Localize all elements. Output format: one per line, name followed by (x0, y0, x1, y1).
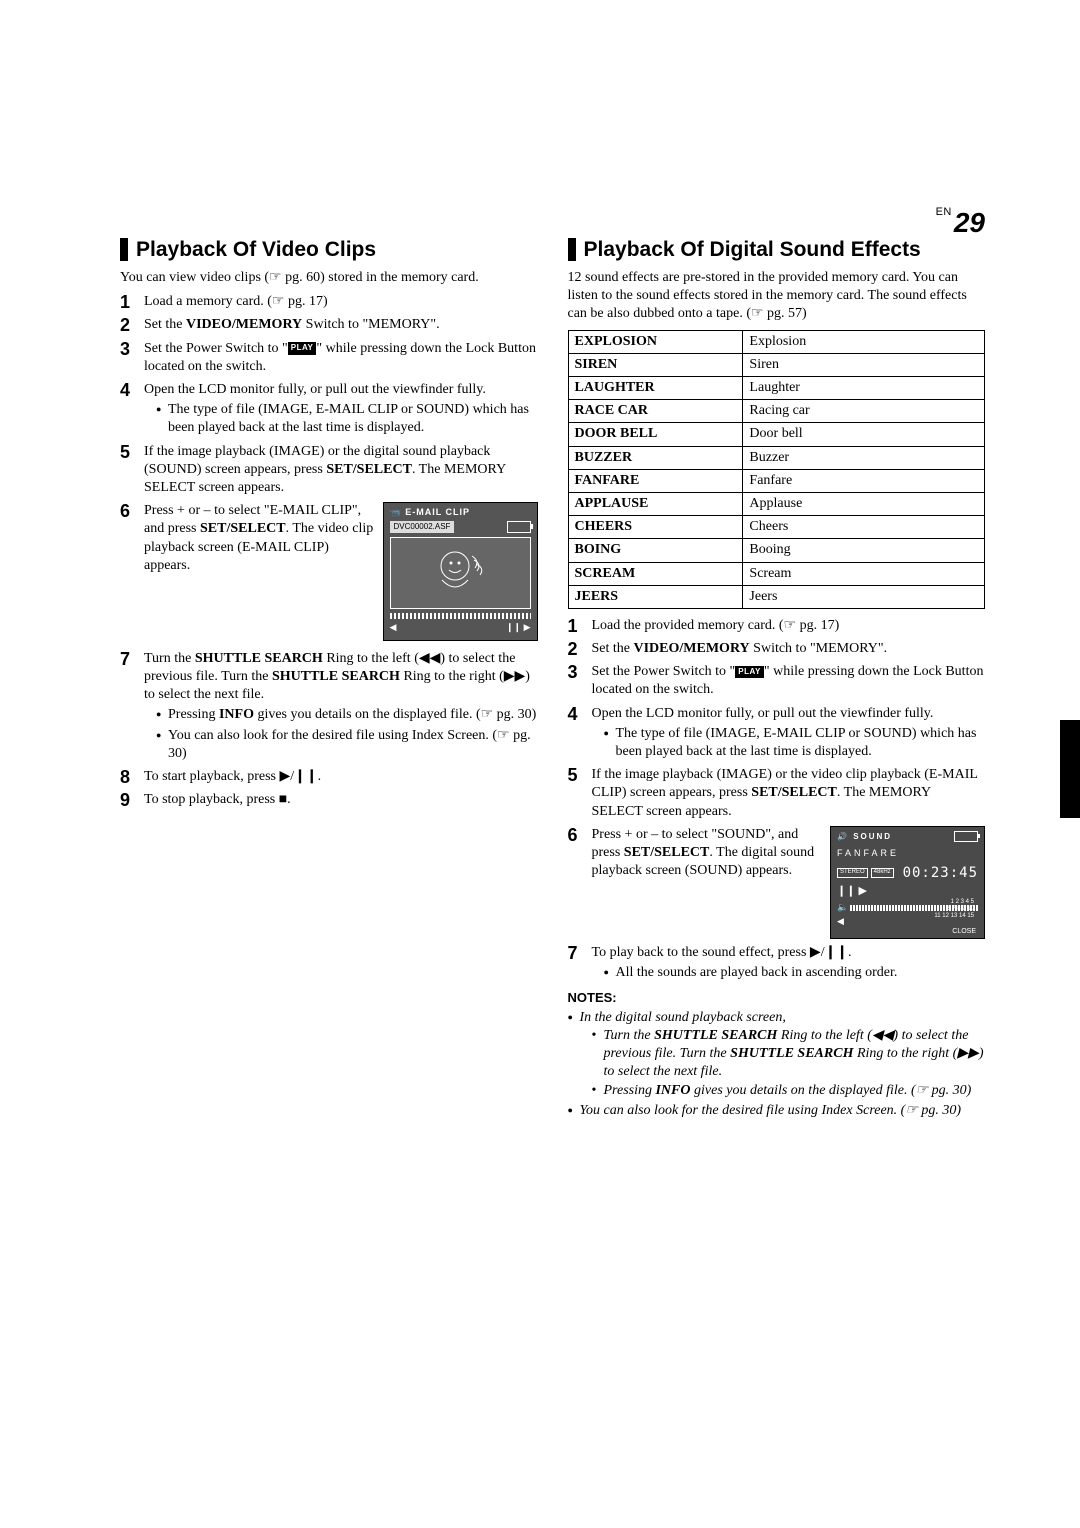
right-heading: Playback Of Digital Sound Effects (568, 238, 986, 261)
step: To play back to the sound effect, press … (568, 944, 986, 982)
sub-bullet: All the sounds are played back in ascend… (604, 964, 986, 982)
pause-play-icon: ❙❙ ▶ (837, 884, 978, 898)
sub-bullet: The type of file (IMAGE, E-MAIL CLIP or … (604, 725, 986, 761)
table-row: APPLAUSEApplause (568, 492, 985, 515)
table-row: SIRENSiren (568, 353, 985, 376)
left-heading: Playback Of Video Clips (120, 238, 538, 261)
note-sub: Pressing INFO gives you details on the d… (592, 1082, 986, 1100)
table-row: EXPLOSIONExplosion (568, 330, 985, 353)
right-column: Playback Of Digital Sound Effects 12 sou… (568, 238, 986, 1122)
speaker-icon: 🔈 (837, 902, 848, 914)
page-en-label: EN (936, 206, 952, 218)
step: If the image playback (IMAGE) or the vid… (568, 766, 986, 821)
note-sub: Turn the SHUTTLE SEARCH Ring to the left… (592, 1027, 986, 1082)
step: To start playback, press ▶/❙❙. (120, 768, 538, 786)
table-row: LAUGHTERLaughter (568, 377, 985, 400)
table-row: BUZZERBuzzer (568, 446, 985, 469)
step: Turn the SHUTTLE SEARCH Ring to the left… (120, 650, 538, 763)
notes-heading: NOTES: (568, 990, 986, 1007)
step: Load the provided memory card. (☞ pg. 17… (568, 617, 986, 635)
play-icon: PLAY (735, 666, 764, 678)
step: Set the VIDEO/MEMORY Switch to "MEMORY". (120, 316, 538, 334)
left-steps: Load a memory card. (☞ pg. 17) Set the V… (120, 293, 538, 809)
step: Set the VIDEO/MEMORY Switch to "MEMORY". (568, 640, 986, 658)
battery-icon (507, 521, 531, 533)
email-clip-figure: 📹 E-MAIL CLIP DVC00002.ASF (383, 502, 538, 641)
page-number: EN29 (936, 205, 985, 241)
sub-bullet: Pressing INFO gives you details on the d… (156, 706, 538, 724)
step: Set the Power Switch to "PLAY" while pre… (568, 663, 986, 699)
step: 📹 E-MAIL CLIP DVC00002.ASF (120, 502, 538, 645)
step: Load a memory card. (☞ pg. 17) (120, 293, 538, 311)
table-row: RACE CARRacing car (568, 400, 985, 423)
sub-bullet: You can also look for the desired file u… (156, 727, 538, 763)
step: Open the LCD monitor fully, or pull out … (568, 705, 986, 762)
note-item: In the digital sound playback screen, Tu… (568, 1009, 986, 1100)
play-icon: PLAY (288, 342, 317, 354)
side-tab (1060, 720, 1080, 818)
left-intro: You can view video clips (☞ pg. 60) stor… (120, 269, 538, 287)
sound-figure: 🔊 SOUND FANFARE STEREO 48kHz 00:23:45 ❙❙… (830, 826, 985, 939)
table-row: JEERSJeers (568, 585, 985, 608)
sub-bullet: The type of file (IMAGE, E-MAIL CLIP or … (156, 401, 538, 437)
step: Set the Power Switch to "PLAY" while pre… (120, 340, 538, 376)
step: To stop playback, press ■. (120, 791, 538, 809)
table-row: CHEERSCheers (568, 516, 985, 539)
table-row: BOINGBooing (568, 539, 985, 562)
page-num-value: 29 (954, 207, 985, 238)
step: 🔊 SOUND FANFARE STEREO 48kHz 00:23:45 ❙❙… (568, 826, 986, 939)
table-row: DOOR BELLDoor bell (568, 423, 985, 446)
clip-screen (390, 537, 531, 609)
step: Open the LCD monitor fully, or pull out … (120, 381, 538, 438)
sound-effects-table: EXPLOSIONExplosionSIRENSirenLAUGHTERLaug… (568, 330, 986, 609)
note-item: You can also look for the desired file u… (568, 1102, 986, 1120)
table-row: FANFAREFanfare (568, 469, 985, 492)
page: EN29 Playback Of Video Clips You can vie… (0, 0, 1080, 1528)
right-steps: Load the provided memory card. (☞ pg. 17… (568, 617, 986, 982)
right-intro: 12 sound effects are pre-stored in the p… (568, 269, 986, 324)
notes-list: In the digital sound playback screen, Tu… (568, 1009, 986, 1120)
step: If the image playback (IMAGE) or the dig… (120, 443, 538, 498)
table-row: SCREAMScream (568, 562, 985, 585)
left-column: Playback Of Video Clips You can view vid… (120, 238, 538, 1122)
pause-icon: ❙❙ ▶ (506, 622, 531, 634)
battery-icon (954, 831, 978, 842)
